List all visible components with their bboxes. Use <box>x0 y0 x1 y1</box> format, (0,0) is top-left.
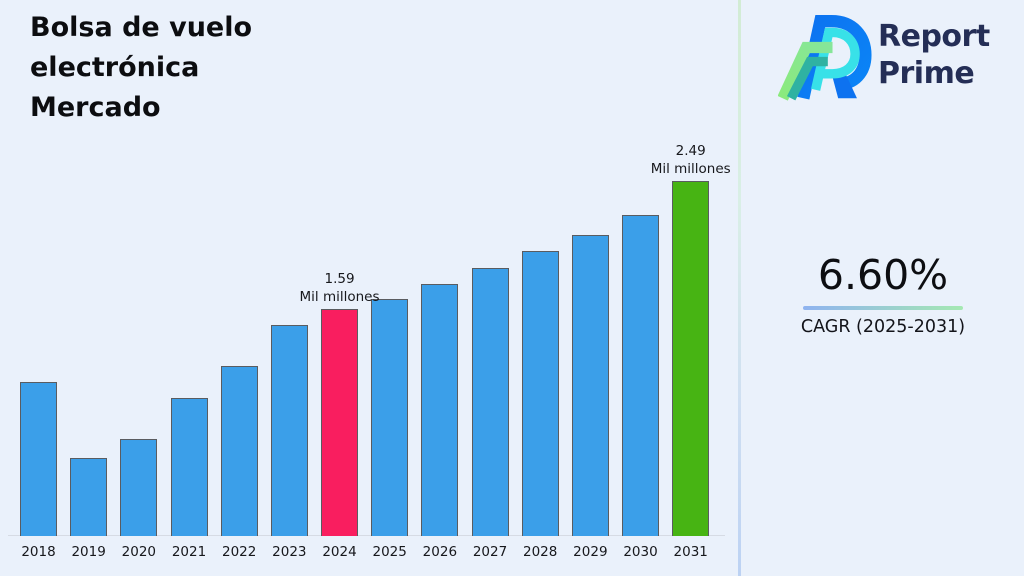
bar-2028 <box>521 251 559 536</box>
bar-2021 <box>170 398 208 536</box>
bar-2027 <box>471 268 509 536</box>
x-tick-2019: 2019 <box>71 544 106 560</box>
report-prime-logo-icon <box>778 15 872 101</box>
vertical-divider <box>738 0 741 576</box>
logo-text-line2: Prime <box>878 56 975 91</box>
x-tick-2022: 2022 <box>221 544 257 560</box>
x-tick-2028: 2028 <box>523 544 558 560</box>
bar-2024 <box>321 309 359 536</box>
x-tick-2024: 2024 <box>322 544 357 560</box>
cagr-block: 6.60% CAGR (2025-2031) <box>742 252 1024 337</box>
bar-2020 <box>120 439 158 536</box>
bar-chart: 2018 2019 2020 2021 2022 2023 2024 2025 2026 2027… <box>8 143 731 560</box>
logo-text-line1: Report <box>878 19 990 54</box>
bar-2029 <box>571 235 609 536</box>
bar-value-annotation-2024: 1.59 Mil millones <box>275 270 405 306</box>
x-tick-2031: 2031 <box>673 544 708 560</box>
x-tick-2025: 2025 <box>372 544 407 560</box>
annotation-value: 1.59 <box>324 271 355 287</box>
cagr-label: CAGR (2025-2031) <box>800 317 966 337</box>
x-tick-2027: 2027 <box>472 544 508 560</box>
bar-2019 <box>70 458 108 536</box>
x-tick-2030: 2030 <box>623 544 658 560</box>
x-axis-line <box>8 535 725 536</box>
bar-2030 <box>622 215 660 536</box>
report-prime-logo: Report Prime <box>778 8 990 102</box>
annotation-unit: Mil millones <box>299 289 380 305</box>
x-tick-2021: 2021 <box>171 544 207 560</box>
bar-2025 <box>371 299 409 536</box>
annotation-unit: Mil millones <box>650 161 731 177</box>
x-tick-2029: 2029 <box>573 544 608 560</box>
x-tick-2020: 2020 <box>121 544 156 560</box>
x-tick-2023: 2023 <box>272 544 307 560</box>
bar-2023 <box>270 325 308 536</box>
bar-2031 <box>672 181 710 536</box>
bar-2022 <box>220 366 258 536</box>
x-tick-2018: 2018 <box>21 544 56 560</box>
page-title: Bolsa de vuelo electrónica Mercado <box>30 12 253 123</box>
cagr-underline-accent <box>803 306 963 310</box>
report-prime-logo-text: Report Prime <box>878 18 990 92</box>
bar-2018 <box>20 382 57 536</box>
bar-value-annotation-2031: 2.49 Mil millones <box>626 142 756 178</box>
x-tick-2026: 2026 <box>422 544 458 560</box>
annotation-value: 2.49 <box>675 143 706 159</box>
cagr-value: 6.60% <box>817 251 949 299</box>
bar-2026 <box>421 284 459 536</box>
